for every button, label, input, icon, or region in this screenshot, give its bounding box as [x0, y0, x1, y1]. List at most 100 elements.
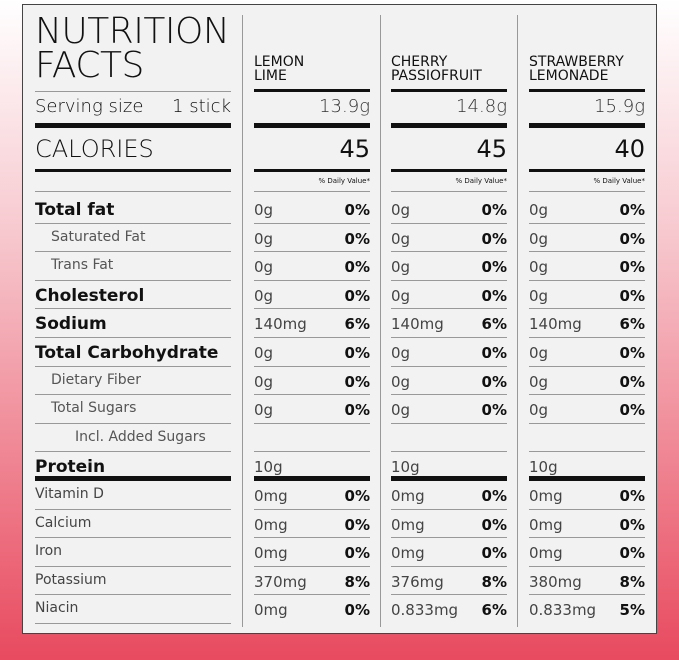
row-divider	[529, 475, 645, 481]
divider-thick	[529, 123, 645, 128]
nutrient-amount: 0g	[254, 372, 274, 391]
nutrient-daily-value: 0%	[481, 401, 507, 420]
nutrient-amount: 0mg	[529, 515, 563, 534]
nutrient-daily-value: 0%	[619, 544, 645, 563]
row-divider	[391, 365, 507, 367]
nutrient-amount: 380mg	[529, 572, 582, 591]
nutrient-daily-value: 6%	[481, 601, 507, 620]
nutrient-daily-value: 0%	[344, 286, 370, 305]
row-divider	[391, 222, 507, 224]
nutrient-amount: 10g	[391, 458, 420, 477]
nutrient-daily-value: 0%	[481, 344, 507, 362]
row-divider	[254, 565, 370, 567]
serving-weight: 14.8g	[456, 96, 507, 117]
nutrient-amount: 140mg	[254, 315, 307, 334]
serving-weight: 13.9g	[319, 96, 370, 117]
nutrient-daily-value: 0%	[481, 286, 507, 305]
row-divider	[35, 451, 231, 453]
row-divider	[254, 279, 370, 281]
row-divider	[254, 451, 370, 453]
nutrient-row: Iron 0mg 0% 0mg 0% 0mg 0%	[23, 538, 658, 567]
row-divider	[254, 422, 370, 424]
divider-medium	[35, 169, 231, 172]
divider-medium	[529, 89, 645, 92]
nutrient-amount: 0g	[529, 258, 549, 277]
row-divider	[529, 565, 645, 567]
column-header-line-1: STRAWBERRY	[529, 54, 624, 70]
row-divider	[254, 365, 370, 367]
row-divider	[391, 451, 507, 453]
column-header-line-2: LIME	[254, 68, 287, 84]
nutrient-row: Calcium 0mg 0% 0mg 0% 0mg 0%	[23, 510, 658, 539]
nutrient-row: Dietary Fiber 0g 0% 0g 0% 0g 0%	[23, 367, 658, 396]
nutrient-amount: 0.833mg	[529, 601, 597, 620]
divider-medium	[391, 89, 507, 92]
nutrient-amount: 0mg	[391, 544, 425, 563]
row-divider	[391, 308, 507, 310]
row-divider	[254, 594, 370, 596]
row-divider	[254, 475, 370, 481]
row-divider	[529, 537, 645, 539]
row-divider	[529, 251, 645, 253]
daily-value-header: % Daily Value*	[455, 177, 507, 185]
nutrient-daily-value: 0%	[344, 229, 370, 248]
nutrient-daily-value: 0%	[619, 401, 645, 420]
nutrient-amount: 0g	[391, 372, 411, 391]
nutrient-amount: 0g	[529, 229, 549, 248]
nutrient-amount: 0mg	[254, 515, 288, 534]
divider	[529, 191, 645, 192]
nutrient-row: Sodium 140mg 6% 140mg 6% 140mg 6%	[23, 309, 658, 338]
nutrient-daily-value: 0%	[619, 344, 645, 362]
nutrient-row: Total Carbohydrate 0g 0% 0g 0% 0g 0%	[23, 338, 658, 367]
nutrient-row: Trans Fat 0g 0% 0g 0% 0g 0%	[23, 252, 658, 281]
nutrient-daily-value: 0%	[344, 344, 370, 362]
nutrient-daily-value: 0%	[344, 515, 370, 534]
nutrient-label: Incl. Added Sugars	[75, 428, 206, 445]
calories-value: 40	[614, 135, 645, 163]
nutrient-label: Potassium	[35, 571, 107, 588]
nutrient-daily-value: 0%	[481, 372, 507, 391]
calories-value: 45	[339, 135, 370, 163]
row-divider	[254, 537, 370, 539]
nutrient-amount: 0g	[391, 229, 411, 248]
nutrient-label: Saturated Fat	[51, 228, 146, 245]
nutrient-daily-value: 0%	[481, 544, 507, 563]
row-divider	[529, 279, 645, 281]
row-divider	[529, 365, 645, 367]
row-divider	[391, 565, 507, 567]
row-divider	[391, 251, 507, 253]
nutrient-row: Total Sugars 0g 0% 0g 0% 0g 0%	[23, 395, 658, 424]
nutrient-label: Niacin	[35, 600, 79, 617]
divider	[254, 191, 370, 192]
nutrient-amount: 0g	[254, 201, 274, 219]
nutrient-daily-value: 0%	[481, 258, 507, 277]
divider-medium	[391, 169, 507, 172]
row-divider	[254, 308, 370, 310]
row-divider	[254, 222, 370, 224]
row-divider	[391, 537, 507, 539]
nutrient-amount: 10g	[529, 458, 558, 477]
nutrient-label: Calcium	[35, 514, 92, 531]
nutrient-amount: 376mg	[391, 572, 444, 591]
nutrition-facts-panel: NUTRITION FACTS Serving size 1 stick CAL…	[22, 4, 657, 634]
nutrient-daily-value: 8%	[344, 572, 370, 591]
nutrient-daily-value: 0%	[619, 372, 645, 391]
row-divider	[391, 508, 507, 510]
nutrient-amount: 0g	[391, 258, 411, 277]
nutrient-row: Niacin 0mg 0% 0.833mg 6% 0.833mg 5%	[23, 595, 658, 624]
row-divider	[254, 336, 370, 338]
row-divider	[391, 336, 507, 338]
row-divider	[529, 508, 645, 510]
daily-value-header: % Daily Value*	[593, 177, 645, 185]
nutrient-daily-value: 8%	[481, 572, 507, 591]
nutrient-amount: 0g	[254, 286, 274, 305]
row-divider	[529, 451, 645, 453]
column-divider	[380, 15, 381, 627]
row-divider	[391, 422, 507, 424]
nutrient-daily-value: 6%	[619, 315, 645, 334]
serving-weight: 15.9g	[594, 96, 645, 117]
nutrient-daily-value: 0%	[344, 544, 370, 563]
column-divider	[517, 15, 518, 627]
row-divider	[35, 508, 231, 510]
nutrient-amount: 0g	[254, 258, 274, 277]
